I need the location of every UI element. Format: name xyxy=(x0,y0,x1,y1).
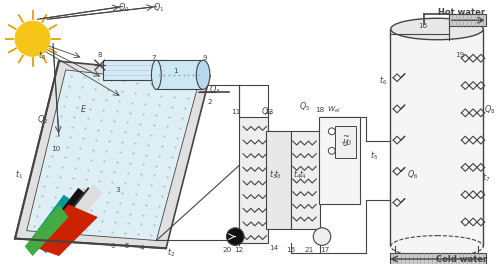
Text: $t_7$: $t_7$ xyxy=(482,172,490,184)
Text: 12: 12 xyxy=(234,247,244,253)
Text: $Q_2$: $Q_2$ xyxy=(36,113,48,126)
Ellipse shape xyxy=(196,60,210,89)
Text: $Q_8$: $Q_8$ xyxy=(484,104,496,116)
Bar xyxy=(239,117,268,243)
Text: Cold water: Cold water xyxy=(436,255,487,264)
Text: 19: 19 xyxy=(455,52,464,58)
Polygon shape xyxy=(64,184,102,229)
Bar xyxy=(156,60,203,89)
Polygon shape xyxy=(56,187,98,236)
Text: $Q_3$: $Q_3$ xyxy=(209,83,220,96)
Text: $t_0$: $t_0$ xyxy=(38,49,46,61)
Text: 9: 9 xyxy=(202,55,207,61)
Ellipse shape xyxy=(390,18,484,40)
Polygon shape xyxy=(25,205,68,256)
Text: $t_3$: $t_3$ xyxy=(269,169,278,181)
Text: 4: 4 xyxy=(140,245,144,251)
Text: 16: 16 xyxy=(418,23,427,29)
Text: 15: 15 xyxy=(286,247,296,253)
Text: $t_6$: $t_6$ xyxy=(380,74,388,87)
Text: $t_4$: $t_4$ xyxy=(294,169,302,181)
Text: 3: 3 xyxy=(115,187,119,193)
Text: $W_{el}$: $W_{el}$ xyxy=(327,105,340,115)
Text: 6: 6 xyxy=(110,243,115,249)
Text: 21: 21 xyxy=(304,247,314,253)
Text: ~: ~ xyxy=(342,132,349,141)
Text: $Q_5$: $Q_5$ xyxy=(299,101,310,113)
Ellipse shape xyxy=(390,236,484,257)
Polygon shape xyxy=(390,253,486,265)
Text: 8: 8 xyxy=(98,52,102,58)
Bar xyxy=(102,60,166,80)
Text: $t_4$: $t_4$ xyxy=(300,169,308,181)
Circle shape xyxy=(328,128,335,135)
Circle shape xyxy=(328,147,335,154)
Text: 14: 14 xyxy=(268,245,278,251)
Text: $t_1$: $t_1$ xyxy=(15,169,23,181)
Polygon shape xyxy=(46,188,93,240)
Text: $Q_6$: $Q_6$ xyxy=(407,169,418,181)
Text: 18: 18 xyxy=(316,107,324,113)
Text: 13: 13 xyxy=(264,109,273,115)
Polygon shape xyxy=(30,195,83,253)
Text: $t_5$: $t_5$ xyxy=(370,149,378,162)
Text: E: E xyxy=(80,105,86,114)
Text: 11: 11 xyxy=(232,109,241,115)
Text: 7: 7 xyxy=(151,55,156,61)
Text: 1: 1 xyxy=(174,68,178,74)
Text: $Q_1$: $Q_1$ xyxy=(152,1,164,14)
Text: ~U: ~U xyxy=(340,140,351,146)
Text: $t_2$: $t_2$ xyxy=(167,247,175,259)
Bar xyxy=(266,131,291,229)
Text: $t_3$: $t_3$ xyxy=(274,169,282,181)
Polygon shape xyxy=(15,61,210,248)
Bar xyxy=(334,126,356,158)
Text: $Q_4$: $Q_4$ xyxy=(260,106,272,118)
Text: 17: 17 xyxy=(320,247,330,253)
Text: 2: 2 xyxy=(208,99,212,105)
Text: U: U xyxy=(342,139,348,148)
Bar xyxy=(390,29,483,246)
Text: $Q_0$: $Q_0$ xyxy=(118,1,130,14)
Polygon shape xyxy=(32,205,98,256)
Text: 20: 20 xyxy=(223,247,232,253)
Circle shape xyxy=(313,228,331,245)
Circle shape xyxy=(226,228,244,245)
Circle shape xyxy=(15,21,50,56)
Bar xyxy=(291,131,320,229)
Polygon shape xyxy=(448,14,486,26)
Bar xyxy=(319,117,360,205)
Polygon shape xyxy=(26,70,198,240)
Text: 10: 10 xyxy=(52,146,60,152)
Text: Hot water: Hot water xyxy=(438,8,485,17)
Text: 5: 5 xyxy=(125,243,130,249)
Ellipse shape xyxy=(152,60,161,89)
